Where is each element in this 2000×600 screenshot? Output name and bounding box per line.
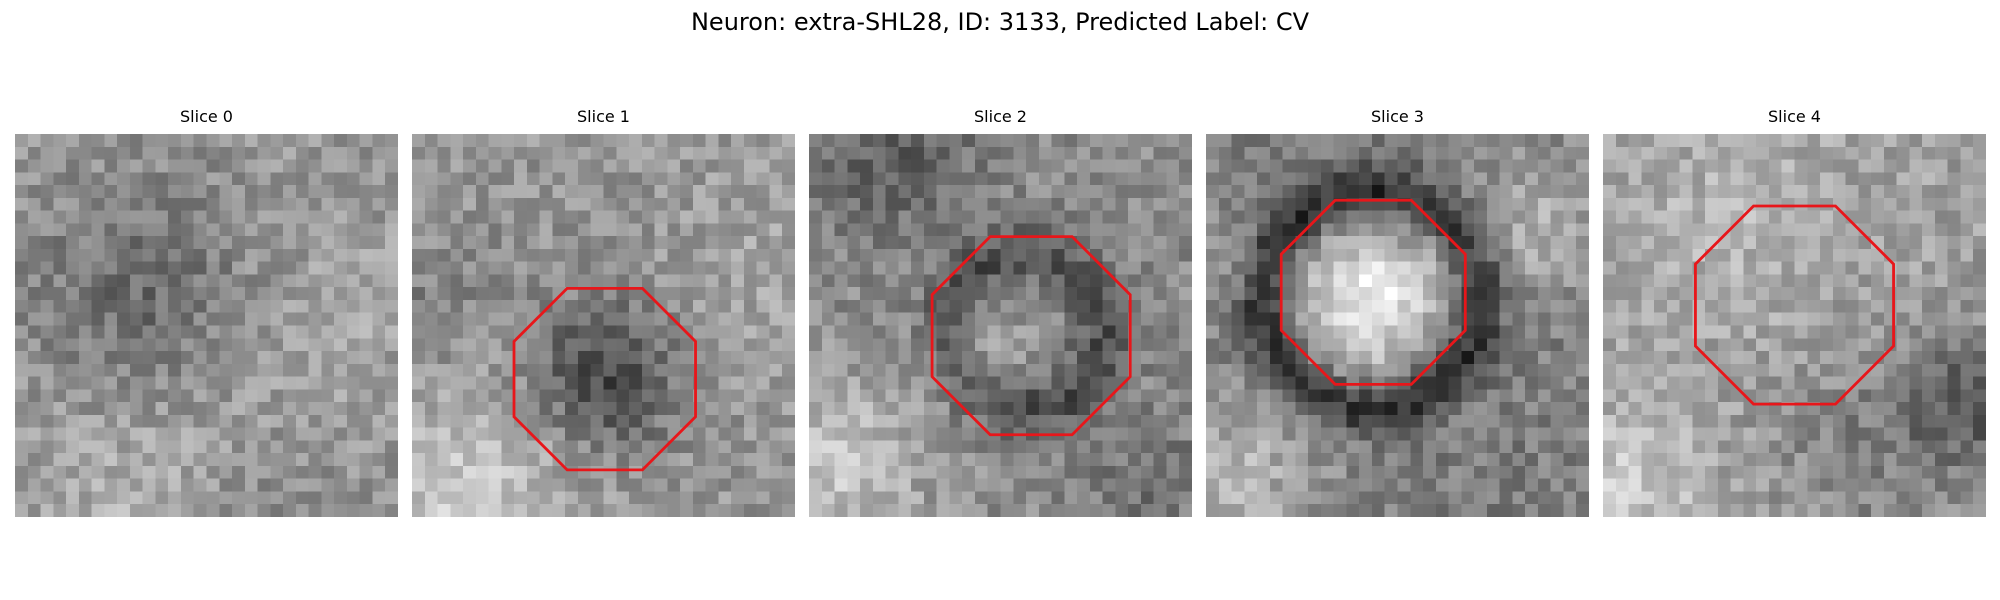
roi-outline-3 — [1279, 198, 1467, 386]
slice-panel-4: Slice 4 — [1603, 106, 1986, 517]
slice-panel-3: Slice 3 — [1206, 106, 1589, 517]
slice-image-0 — [15, 134, 398, 517]
slice-panel-2: Slice 2 — [809, 106, 1192, 517]
roi-outline-4 — [1694, 204, 1895, 406]
slice-panel-0: Slice 0 — [15, 106, 398, 517]
slice-image-2 — [809, 134, 1192, 517]
slice-image-3 — [1206, 134, 1589, 517]
slice-title-3: Slice 3 — [1371, 107, 1424, 126]
slice-panel-1: Slice 1 — [412, 106, 795, 517]
slice-title-2: Slice 2 — [974, 107, 1027, 126]
roi-outline-1 — [512, 286, 697, 472]
figure-title: Neuron: extra-SHL28, ID: 3133, Predicted… — [690, 8, 1310, 36]
slice-image-1 — [412, 134, 795, 517]
slice-title-1: Slice 1 — [577, 107, 630, 126]
slice-image-4 — [1603, 134, 1986, 517]
slice-title-4: Slice 4 — [1768, 107, 1821, 126]
slice-title-0: Slice 0 — [180, 107, 233, 126]
roi-outline-2 — [930, 235, 1132, 437]
